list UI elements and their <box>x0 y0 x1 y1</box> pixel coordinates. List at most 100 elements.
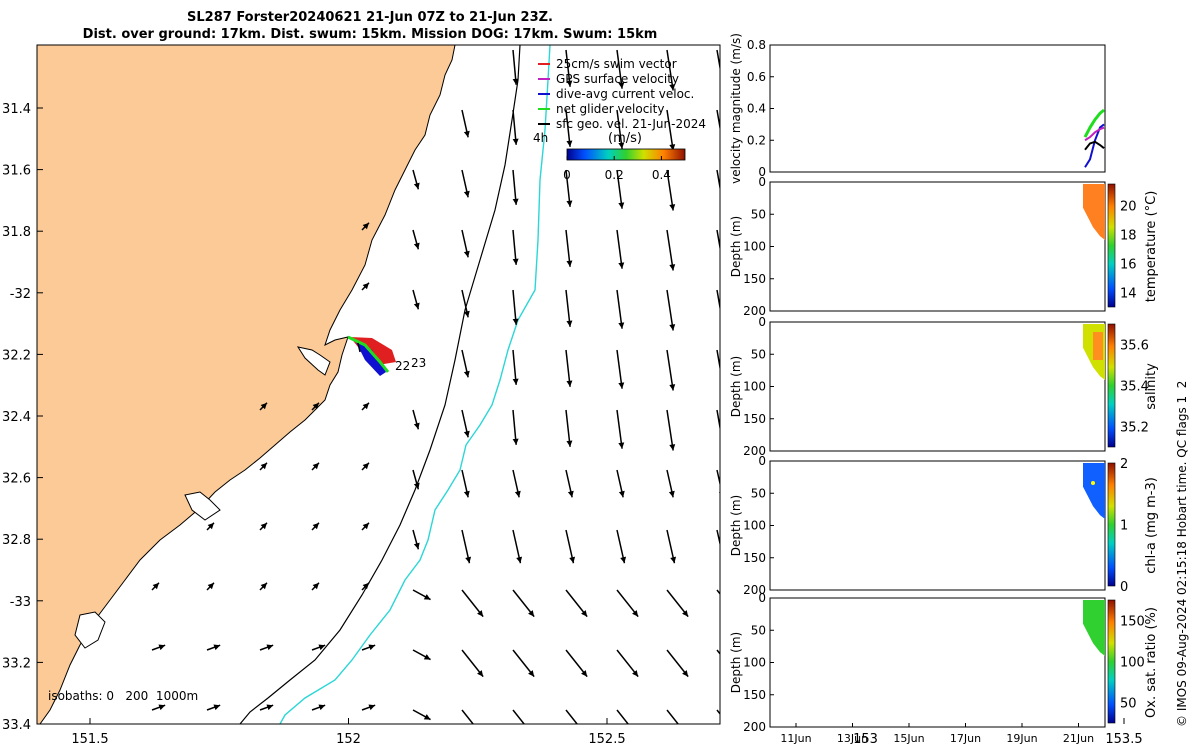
arrow-head <box>566 320 573 327</box>
arrow-head <box>528 610 535 617</box>
arrow-head <box>720 206 726 212</box>
velocity-arrow <box>565 49 573 87</box>
arrow-head <box>618 262 625 269</box>
velocity-arrow <box>616 49 625 89</box>
sfc-vel-start <box>357 342 361 353</box>
arrow-head <box>632 730 638 737</box>
velocity-arrow <box>616 289 625 329</box>
arrow-head <box>266 704 274 711</box>
velocity-arrow <box>512 589 535 618</box>
arrow-shaft <box>616 349 623 389</box>
arrow-head <box>158 644 166 651</box>
velocity-arrow <box>461 109 470 138</box>
arrow-head <box>682 670 689 677</box>
arrow-shaft <box>461 709 475 724</box>
arrow-head <box>514 490 521 498</box>
velocity-arrow <box>666 469 675 498</box>
colorbar-tick-label: 0.4 <box>652 168 671 182</box>
map-y-ticks: 31.4 31.6 31.8 -32 32.2 32.4 32.6 32.8 -33 33.2 33… <box>2 102 43 733</box>
map-y-tick-label: -33 <box>10 595 31 610</box>
arrow-head <box>423 714 431 720</box>
velocity-arrow <box>151 644 166 651</box>
velocity-arrow <box>512 409 519 445</box>
arrow-head <box>669 204 676 211</box>
isobaths-label: isobaths: 0 200 1000m <box>48 689 198 703</box>
arrow-head <box>413 182 420 190</box>
title-line-2: Dist. over ground: 17km. Dist. swum: 15k… <box>82 27 658 42</box>
velocity-arrow <box>412 469 420 490</box>
arrow-shaft <box>716 289 720 312</box>
arrow-head <box>312 582 319 590</box>
velocity-arrow <box>461 709 483 737</box>
arrow-shaft <box>616 289 623 329</box>
map-y-tick-label: 31.8 <box>2 225 31 240</box>
arrow-head <box>362 522 369 530</box>
arrow-head <box>720 86 726 92</box>
arrow-head <box>669 264 676 271</box>
velocity-arrow <box>512 229 519 265</box>
velocity-arrow <box>512 649 535 678</box>
map-y-tick-label: 33.2 <box>2 656 31 671</box>
arrow-head <box>152 582 159 590</box>
arrow-shaft <box>716 229 720 252</box>
velocity-arrow <box>311 522 320 531</box>
arrow-shaft <box>565 289 571 327</box>
arrow-shaft <box>616 409 623 449</box>
arrow-shaft <box>666 709 680 724</box>
arrow-head <box>368 644 376 651</box>
arrow-head <box>477 610 484 617</box>
arrow-shaft <box>616 709 630 724</box>
arrow-head <box>669 324 676 331</box>
arrow-shaft <box>716 49 720 72</box>
map-y-tick-label: 33.4 <box>2 718 31 733</box>
arrow-shaft <box>666 349 674 391</box>
velocity-arrow <box>716 109 720 132</box>
map-y-tick-label: 32.8 <box>2 533 31 548</box>
arrow-head <box>566 140 573 147</box>
velocity-arrow <box>565 349 573 387</box>
arrow-head <box>512 198 519 205</box>
arrow-head <box>720 557 726 564</box>
net-velocity-track <box>347 335 390 373</box>
map-y-tick-label: 31.6 <box>2 164 31 179</box>
arrow-head <box>463 430 470 438</box>
velocity-arrow <box>412 589 431 601</box>
velocity-arrow <box>206 582 215 591</box>
arrow-head <box>423 594 431 600</box>
arrow-head <box>512 138 519 145</box>
arrow-shaft <box>716 469 720 487</box>
velocity-arrow <box>461 289 470 318</box>
velocity-arrow <box>361 282 370 291</box>
velocity-arrow <box>666 109 676 151</box>
arrow-head <box>632 610 639 617</box>
arrow-head <box>213 704 221 711</box>
map-x-ticks: 151.5 152 152.5 153 153.5 <box>71 718 1143 747</box>
arrow-shaft <box>565 49 571 87</box>
arrow-head <box>413 242 420 250</box>
arrow-head <box>413 482 420 490</box>
velocity-arrow <box>616 649 639 678</box>
arrow-shaft <box>716 529 720 547</box>
velocity-arrow <box>412 409 420 430</box>
arrow-head <box>581 670 588 677</box>
velocity-arrow <box>716 529 726 564</box>
arrow-head <box>669 84 676 91</box>
arrow-shaft <box>616 109 623 149</box>
colorbar-tick-label: 0 <box>563 168 571 182</box>
arrow-shaft <box>716 349 720 372</box>
colorbar-gradient <box>566 148 686 161</box>
velocity-arrow <box>412 229 420 250</box>
arrow-head <box>213 644 221 651</box>
map-y-tick-label: 32.4 <box>2 410 31 425</box>
velocity-arrow <box>716 49 726 92</box>
arrow-head <box>463 130 470 138</box>
label-22: 22 <box>395 359 410 373</box>
arrow-head <box>477 730 483 737</box>
arrow-shaft <box>666 109 674 151</box>
velocity-arrow <box>311 582 320 591</box>
velocity-arrow <box>311 704 326 711</box>
map-x-tick-label: 153 <box>853 732 878 747</box>
velocity-arrow <box>311 462 320 471</box>
